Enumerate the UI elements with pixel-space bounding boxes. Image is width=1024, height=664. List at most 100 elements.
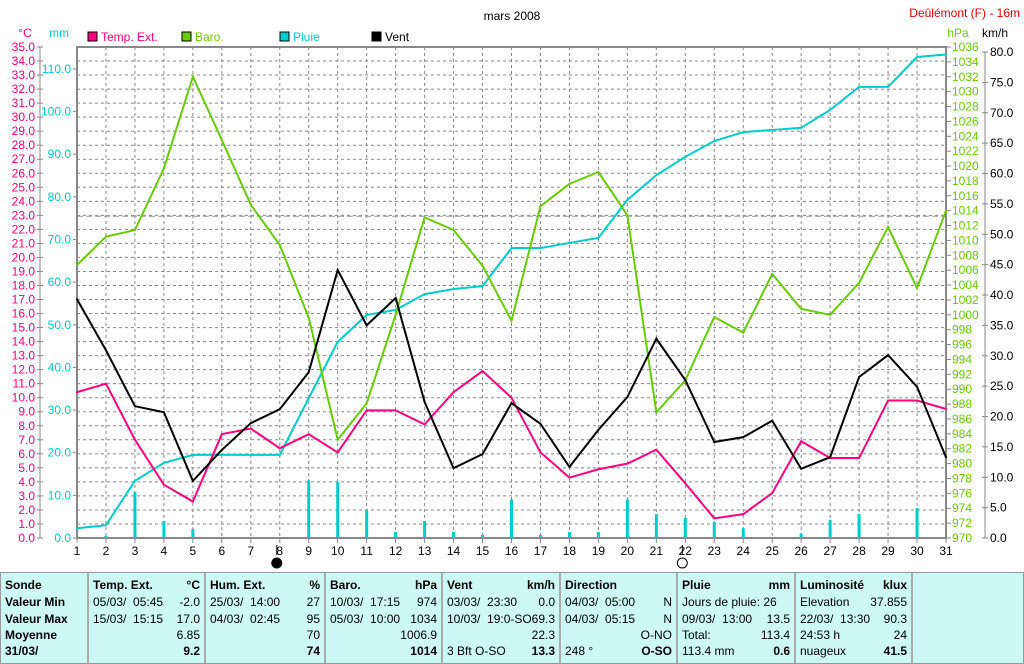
temp-tick-label: 30.0 (12, 110, 36, 124)
x-tick-label: 17 (534, 544, 548, 558)
temp-tick-label: 24.0 (12, 194, 36, 208)
row-label: Moyenne (5, 628, 58, 642)
legend-label-3: Vent (385, 30, 410, 44)
data-point (423, 423, 426, 426)
data-point (539, 422, 542, 425)
column-unit: °C (186, 578, 200, 592)
rain-daily-bar (567, 532, 571, 538)
rain-tick-label: 90.0 (48, 147, 72, 161)
stats-column: Vent km/h 03/03/ 23:30 0.0 10/03/ 19:0-SO 69.… (443, 573, 561, 663)
data-point (742, 331, 745, 334)
data-point (336, 340, 339, 343)
cell-label: 05/03/ 05:45 (93, 595, 164, 609)
cell-value: 17.0 (176, 612, 200, 626)
data-point (858, 457, 861, 460)
rain-daily-bar (538, 535, 542, 538)
baro-tick-label: 1016 (952, 189, 979, 203)
temp-tick-label: 34.0 (12, 54, 36, 68)
baro-tick-label: 1024 (952, 129, 979, 143)
cell-value: 74 (306, 644, 320, 658)
data-point (278, 243, 281, 246)
data-point (481, 284, 484, 287)
wind-tick-label: 60.0 (990, 167, 1014, 181)
wind-tick-label: 70.0 (990, 106, 1014, 120)
data-point (365, 324, 368, 327)
column-title: Temp. Ext. (93, 578, 153, 592)
rain-tick-label: 60.0 (48, 275, 72, 289)
data-point (220, 448, 223, 451)
data-point (133, 479, 136, 482)
data-point (684, 379, 687, 382)
column-title: Baro. (330, 578, 361, 592)
data-point (713, 441, 716, 444)
temp-tick-label: 0.0 (18, 531, 35, 545)
cell-label: Jours de pluie: 26 (682, 595, 777, 609)
baro-tick-label: 1036 (952, 40, 979, 54)
data-point (452, 467, 455, 470)
row-label: 31/03/ (5, 644, 39, 658)
legend-swatch (371, 31, 382, 42)
data-point (394, 409, 397, 412)
data-point (858, 376, 861, 379)
temp-tick-label: 25.0 (12, 180, 36, 194)
x-tick-label: 10 (331, 544, 345, 558)
data-point (278, 453, 281, 456)
data-point (597, 468, 600, 471)
wind-tick-label: 10.0 (990, 470, 1014, 484)
data-point (510, 319, 513, 322)
baro-tick-label: 982 (952, 442, 972, 456)
x-tick-label: 6 (218, 544, 225, 558)
cell-value: -2.0 (179, 595, 200, 609)
temp-tick-label: 21.0 (12, 236, 36, 250)
baro-tick-label: 1008 (952, 248, 979, 262)
weather-chart: mars 2008 Deûlémont (F) - 16m °C mm hPa km/h 0… (12, 6, 1020, 569)
data-point (800, 126, 803, 129)
cell-value: 37.855 (870, 595, 907, 609)
data-point (510, 247, 513, 250)
x-tick-label: 16 (505, 544, 519, 558)
data-point (76, 298, 78, 301)
wind-tick-label: 15.0 (990, 440, 1014, 454)
baro-tick-label: 1010 (952, 233, 979, 247)
data-point (945, 407, 947, 410)
rain-daily-bar (394, 532, 398, 538)
baro-tick-label: 1002 (952, 293, 979, 307)
data-point (191, 75, 194, 78)
data-point (278, 408, 281, 411)
cell-label: 05/03/ 10:00 (330, 612, 401, 626)
temp-tick-label: 1.0 (18, 517, 35, 531)
wind-tick-label: 5.0 (990, 501, 1007, 515)
baro-tick-label: 1004 (952, 278, 979, 292)
x-tick-label: 5 (190, 544, 197, 558)
data-point (916, 385, 919, 388)
data-point (220, 453, 223, 456)
temp-axis-label: °C (18, 26, 32, 40)
temp-tick-label: 26.0 (12, 166, 36, 180)
x-tick-label: 9 (305, 544, 312, 558)
rain-axis-label: mm (49, 26, 69, 40)
cell-value: 24 (893, 628, 907, 642)
cell-label: 10/03/ 19:0-SO (447, 612, 532, 626)
cell-label: 15/03/ 15:15 (93, 612, 164, 626)
baro-tick-label: 1026 (952, 114, 979, 128)
baro-tick-label: 986 (952, 412, 972, 426)
data-point (191, 500, 194, 503)
data-point (800, 307, 803, 310)
baro-tick-label: 992 (952, 367, 972, 381)
data-point (800, 467, 803, 470)
data-point (220, 433, 223, 436)
baro-tick-label: 1020 (952, 159, 979, 173)
data-point (829, 313, 832, 316)
baro-tick-label: 1014 (952, 204, 979, 218)
cell-label: 09/03/ 13:00 (682, 612, 753, 626)
data-point (452, 287, 455, 290)
data-point (481, 264, 484, 267)
temp-tick-label: 8.0 (18, 419, 35, 433)
cell-value: N (663, 612, 672, 626)
data-point (916, 399, 919, 402)
rain-tick-label: 110.0 (42, 62, 71, 76)
cell-value: 1034 (410, 612, 437, 626)
wind-tick-label: 35.0 (990, 318, 1014, 332)
wind-tick-label: 30.0 (990, 349, 1014, 363)
data-point (742, 131, 745, 134)
